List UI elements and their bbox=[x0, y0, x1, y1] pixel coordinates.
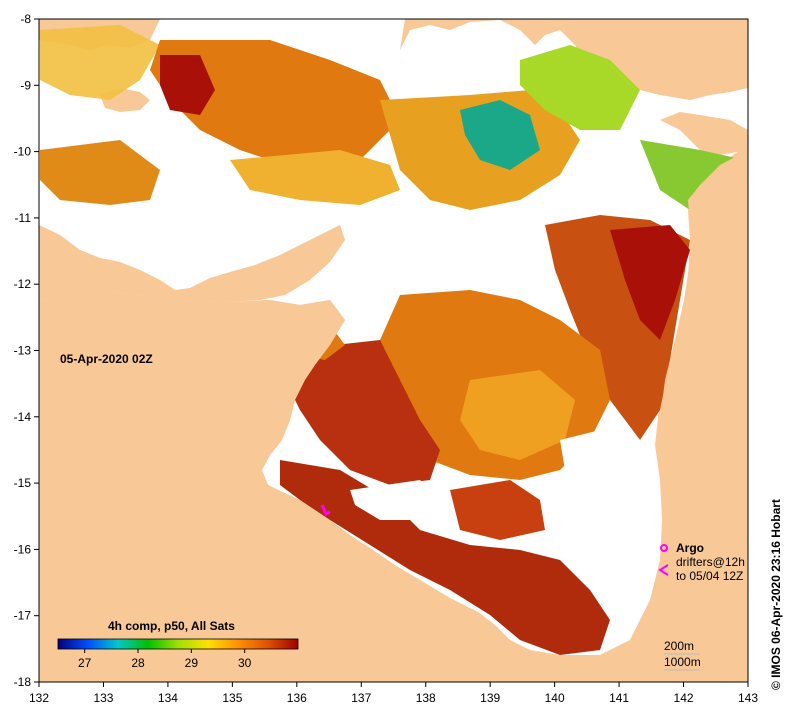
x-tick-label: 142 bbox=[674, 691, 694, 705]
x-tick-label: 139 bbox=[480, 691, 500, 705]
x-tick-label: 140 bbox=[545, 691, 565, 705]
colorbar: 4h comp, p50, All Sats 27 28 29 30 bbox=[57, 619, 299, 670]
x-tick-label: 143 bbox=[738, 691, 758, 705]
y-tick-label: -8 bbox=[20, 12, 31, 26]
timestamp-label: 05-Apr-2020 02Z bbox=[60, 352, 153, 366]
land-cape-york-west-coast bbox=[660, 150, 748, 560]
land-arnhem-west bbox=[39, 225, 345, 302]
colorbar-tick-label: 30 bbox=[238, 656, 252, 670]
x-tick-label: 141 bbox=[609, 691, 629, 705]
x-tick-label: 135 bbox=[222, 691, 242, 705]
drifter-track bbox=[320, 504, 331, 517]
colorbar-tick-label: 27 bbox=[78, 656, 92, 670]
y-tick-label: -16 bbox=[14, 542, 32, 556]
y-tick-label: -9 bbox=[20, 78, 31, 92]
colorbar-bar bbox=[57, 638, 299, 650]
land-cape-york bbox=[660, 112, 748, 155]
legend: Argo drifters@12h to 05/04 12Z 200m 1000… bbox=[658, 541, 745, 671]
colorbar-tick-label: 29 bbox=[185, 656, 199, 670]
drifter-marker-icon bbox=[658, 564, 669, 576]
credit-text: © IMOS 06-Apr-2020 23:16 Hobart bbox=[769, 499, 783, 690]
depth-1000-label: 1000m bbox=[664, 655, 701, 669]
argo-marker-icon bbox=[660, 544, 668, 552]
y-tick-label: -13 bbox=[14, 344, 32, 358]
y-tick-label: -10 bbox=[14, 145, 32, 159]
colorbar-ticks: 27 28 29 30 bbox=[78, 649, 252, 670]
x-tick-label: 137 bbox=[351, 691, 371, 705]
y-tick-label: -18 bbox=[14, 675, 32, 689]
y-axis: -8 -9 -10 -11 -12 -13 -14 -15 -16 -17 -18 bbox=[14, 12, 39, 689]
y-tick-label: -11 bbox=[15, 211, 32, 225]
drifters-date: to 05/04 12Z bbox=[676, 569, 743, 583]
x-axis: 132 133 134 135 136 137 138 139 140 141 142 143 bbox=[29, 682, 758, 705]
x-tick-label: 132 bbox=[29, 691, 49, 705]
colorbar-tick-label: 28 bbox=[131, 656, 145, 670]
y-tick-label: -17 bbox=[14, 609, 32, 623]
map-layers bbox=[39, 19, 748, 682]
land-western-gulf-coast bbox=[39, 292, 345, 682]
y-tick-label: -15 bbox=[14, 476, 32, 490]
depth-200-label: 200m bbox=[664, 639, 694, 653]
y-tick-label: -12 bbox=[14, 277, 32, 291]
drifters-label: drifters@12h bbox=[676, 555, 745, 569]
x-tick-label: 134 bbox=[158, 691, 178, 705]
x-tick-label: 136 bbox=[287, 691, 307, 705]
y-tick-label: -14 bbox=[14, 410, 32, 424]
sst-overlay bbox=[40, 25, 745, 655]
land-new-guinea bbox=[400, 19, 748, 100]
land-southern-gulf-coast bbox=[260, 470, 748, 682]
colorbar-title: 4h comp, p50, All Sats bbox=[108, 619, 235, 633]
x-tick-label: 133 bbox=[93, 691, 113, 705]
argo-label: Argo bbox=[676, 541, 704, 555]
x-tick-label: 138 bbox=[416, 691, 436, 705]
